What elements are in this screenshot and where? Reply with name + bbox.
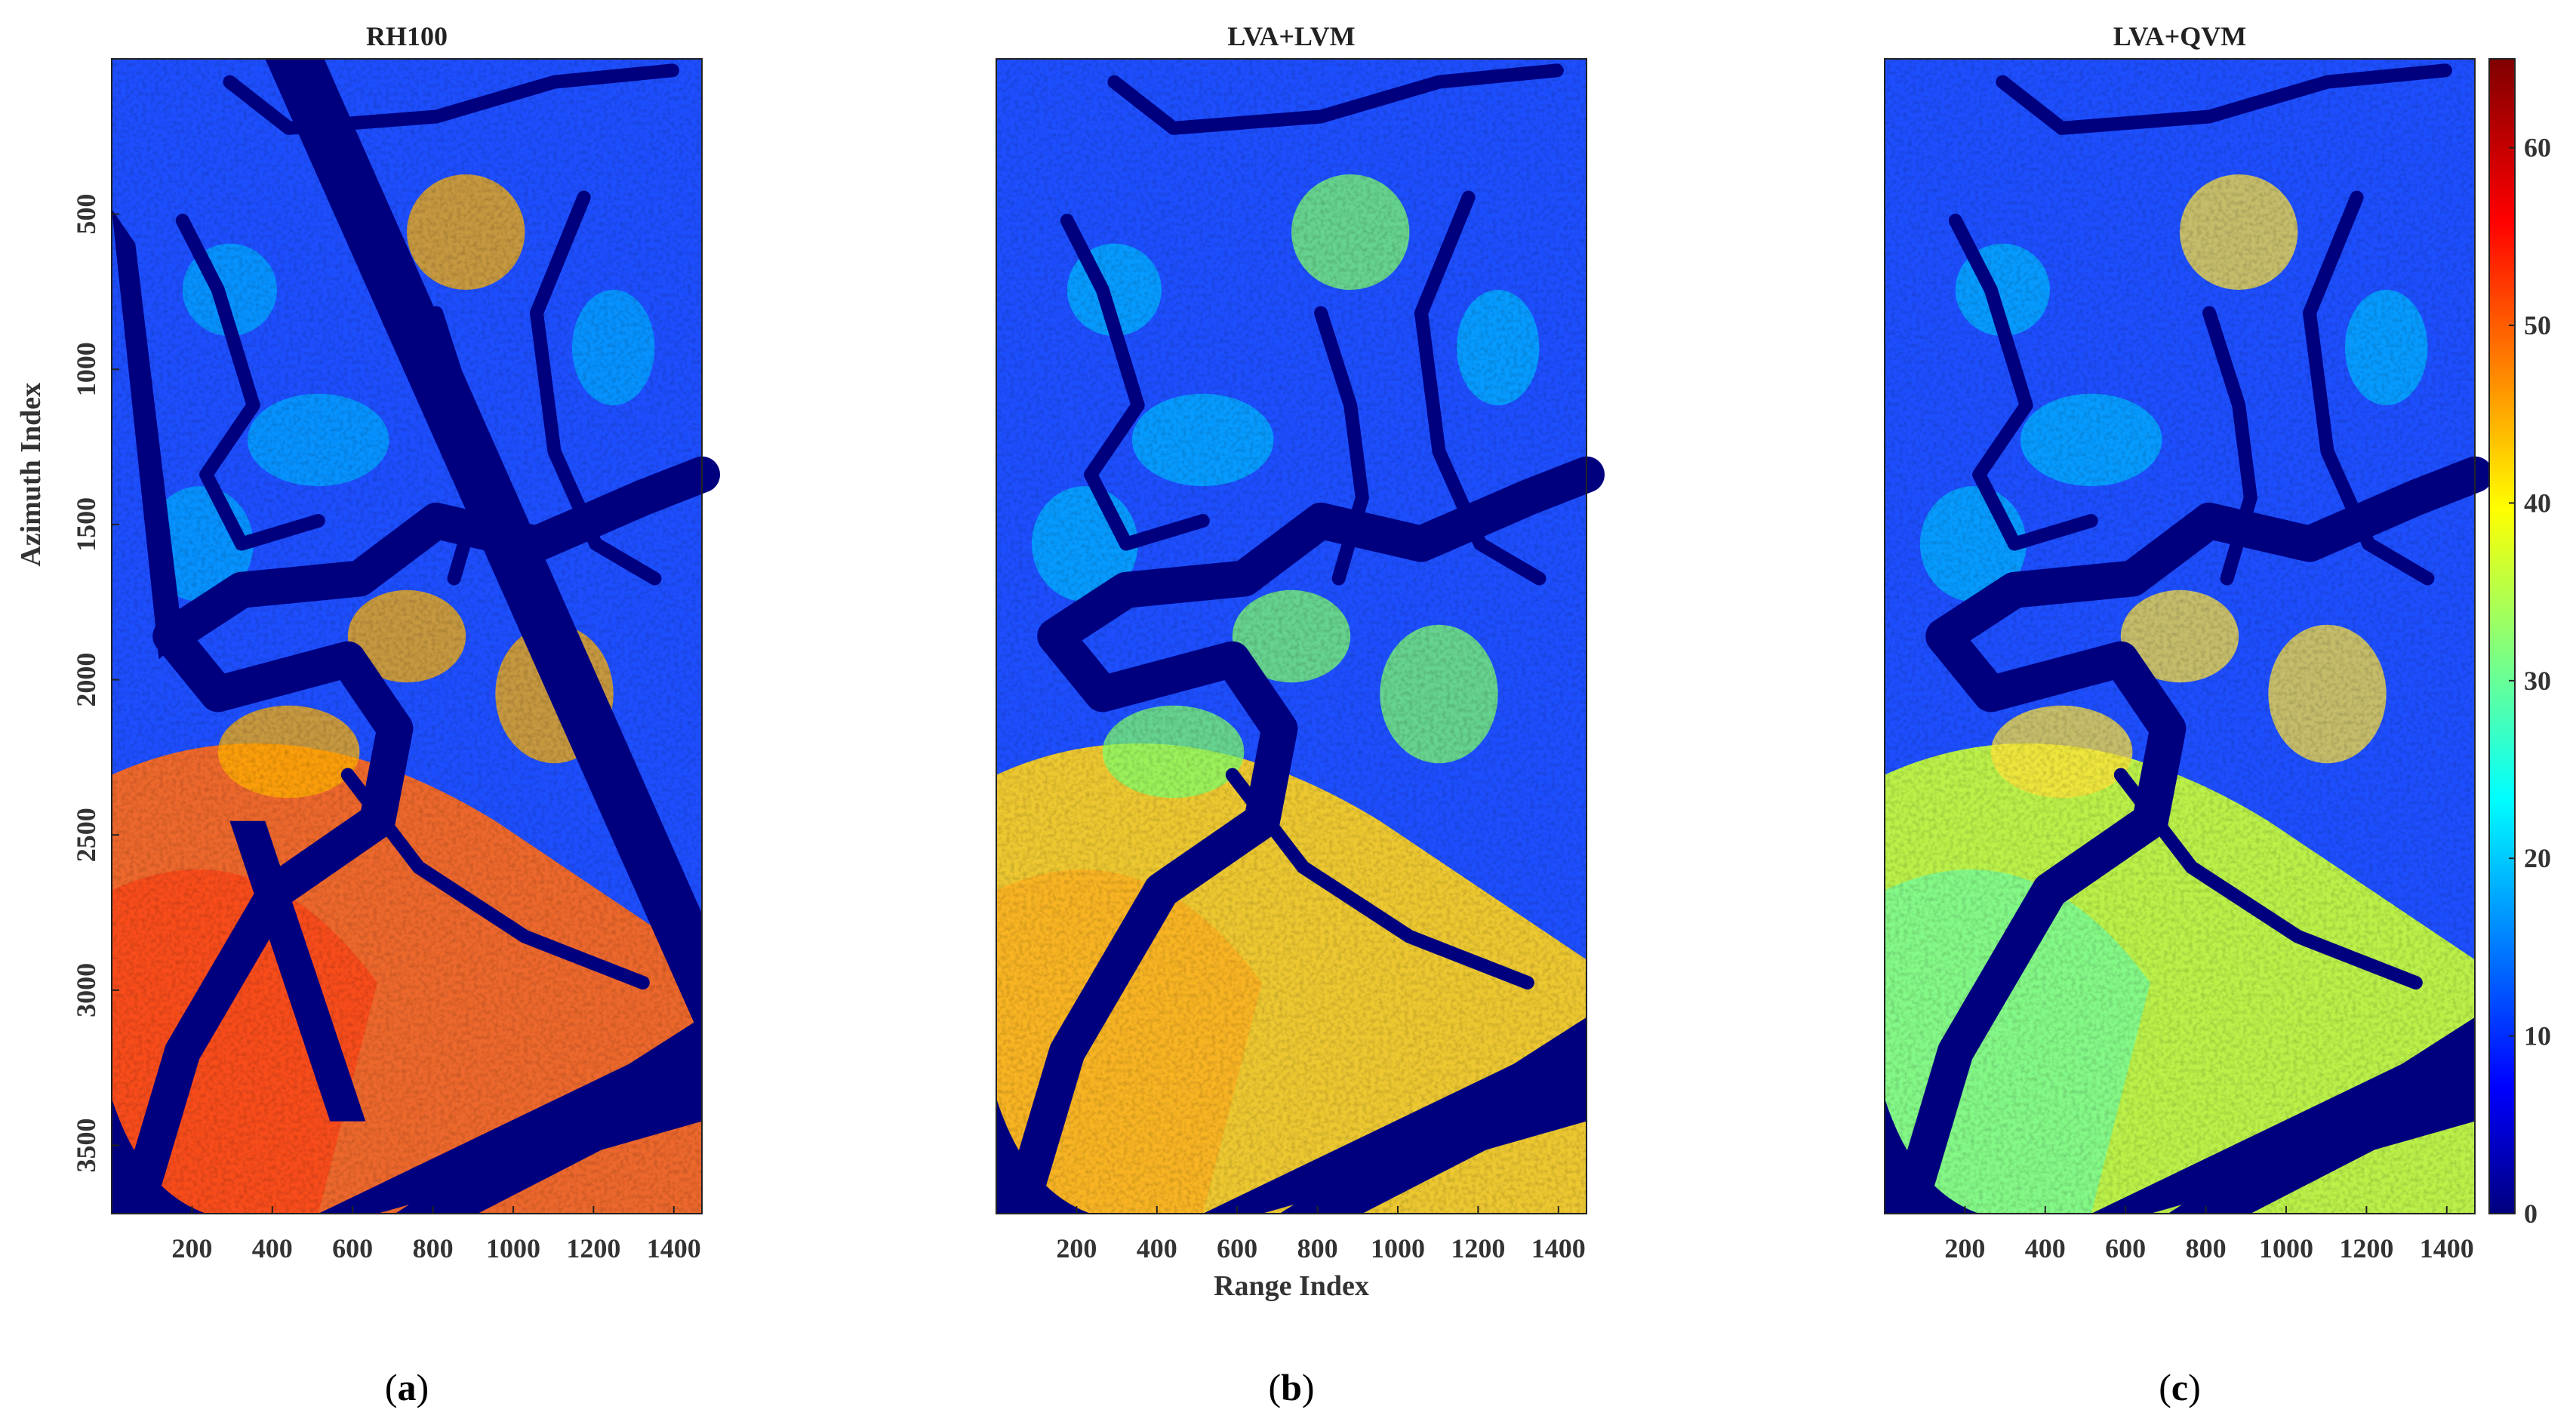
y-tick-label: 500 xyxy=(71,194,101,235)
water-channel xyxy=(1008,456,1605,1209)
water-channel xyxy=(175,214,325,551)
panel-label-letter: b xyxy=(1281,1366,1302,1408)
colorbar-tick-label: 0 xyxy=(2524,1199,2538,1229)
y-tick-label: 3000 xyxy=(71,963,101,1017)
x-tick-label: 800 xyxy=(413,1233,454,1263)
panel-label-letter: c xyxy=(2171,1366,2188,1408)
river-bottom-main xyxy=(1279,1017,1587,1214)
axes-frame xyxy=(996,58,1587,1214)
y-tick-label: 2000 xyxy=(71,653,101,707)
chart-title: RH100 xyxy=(366,21,448,51)
water-channel xyxy=(1896,456,2493,1209)
axes-frame xyxy=(1884,58,2476,1214)
x-tick-label: 600 xyxy=(332,1233,373,1263)
panel-label-open: ( xyxy=(2159,1366,2171,1408)
x-tick-label: 1400 xyxy=(1531,1233,1586,1263)
colorbar-tick-label: 10 xyxy=(2524,1021,2551,1051)
axes-frame xyxy=(111,58,703,1214)
nodata-swath xyxy=(265,59,702,1041)
x-tick-label: 200 xyxy=(1056,1233,1097,1263)
panel-label-close: ) xyxy=(417,1366,429,1408)
river-bottom-main xyxy=(395,1017,702,1214)
x-tick-label: 800 xyxy=(2186,1233,2227,1263)
nodata-corner xyxy=(112,1098,207,1214)
x-tick-label: 800 xyxy=(1297,1233,1338,1263)
x-tick-label: 200 xyxy=(171,1233,212,1263)
x-tick-label: 1000 xyxy=(2259,1233,2313,1263)
x-tick-label: 400 xyxy=(1137,1233,1177,1263)
panel-label-close: ) xyxy=(1302,1366,1315,1408)
panel-c: LVA+QVM 200 400 600 800 1000 1200 1400 (c) 0 10 20 3… xyxy=(1884,21,2551,1408)
x-tick-label: 1200 xyxy=(1451,1233,1505,1263)
water-channel xyxy=(340,768,650,989)
water-channel xyxy=(1060,214,1210,551)
panel-b: LVA+LVM 200 400 600 800 1000 1200 1400 Range Ind… xyxy=(996,21,1605,1408)
nodata-corner xyxy=(1885,1098,1980,1214)
x-tick-label: 1200 xyxy=(566,1233,620,1263)
panel-label-letter: a xyxy=(398,1366,417,1408)
nodata-strip xyxy=(229,820,366,1122)
water-channel xyxy=(1314,306,1369,586)
water-channel xyxy=(2303,190,2435,586)
water-channel xyxy=(2113,768,2423,989)
x-tick-label: 600 xyxy=(1217,1233,1257,1263)
panel-a: RH100 200 400 600 800 1000 1200 1400 500 1000 1500… xyxy=(15,21,720,1408)
x-tick-label: 400 xyxy=(252,1233,293,1263)
colorbar-tick-label: 40 xyxy=(2524,488,2551,518)
water-channel xyxy=(2202,306,2257,586)
water-channel xyxy=(1948,214,2098,551)
colorbar-gradient xyxy=(2488,58,2516,1214)
x-tick-label: 1400 xyxy=(647,1233,701,1263)
colorbar-tick-label: 60 xyxy=(2524,133,2551,163)
panel-label: (b) xyxy=(1268,1366,1314,1408)
x-tick-label: 1000 xyxy=(486,1233,540,1263)
chart-title: LVA+LVM xyxy=(1227,21,1355,51)
chart-title: LVA+QVM xyxy=(2113,21,2247,51)
colorbar-tick-label: 30 xyxy=(2524,666,2551,696)
x-axis-label: Range Index xyxy=(1214,1270,1369,1302)
panel-label-open: ( xyxy=(385,1366,398,1408)
water-channel xyxy=(1225,768,1534,989)
panel-label: (a) xyxy=(385,1366,429,1408)
x-tick-label: 200 xyxy=(1944,1233,1985,1263)
panel-label-open: ( xyxy=(1268,1366,1281,1408)
x-tick-label: 600 xyxy=(2105,1233,2146,1263)
y-axis-label: Azimuth Index xyxy=(15,383,47,567)
nodata-corner xyxy=(996,1098,1091,1214)
x-tick-label: 400 xyxy=(2025,1233,2066,1263)
colorbar: 0 10 20 30 40 50 60 xyxy=(2488,58,2551,1229)
water-channel xyxy=(1107,63,1564,135)
x-tick-label: 1000 xyxy=(1371,1233,1425,1263)
y-tick-label: 1500 xyxy=(71,497,101,552)
x-tick-label: 1400 xyxy=(2420,1233,2474,1263)
y-tick-label: 2500 xyxy=(71,808,101,862)
panel-label-close: ) xyxy=(2188,1366,2201,1408)
water-channel xyxy=(1996,63,2452,135)
x-tick-label: 1200 xyxy=(2339,1233,2393,1263)
y-tick-label: 3500 xyxy=(71,1119,101,1173)
y-tick-label: 1000 xyxy=(71,342,101,396)
nodata-strip xyxy=(112,208,183,660)
water-channel xyxy=(1414,190,1547,586)
river-bottom-main xyxy=(2168,1017,2475,1214)
panel-label: (c) xyxy=(2159,1366,2201,1408)
colorbar-tick-label: 50 xyxy=(2524,310,2551,340)
colorbar-tick-label: 20 xyxy=(2524,843,2551,873)
water-channel xyxy=(530,190,662,586)
water-channel xyxy=(223,63,679,135)
